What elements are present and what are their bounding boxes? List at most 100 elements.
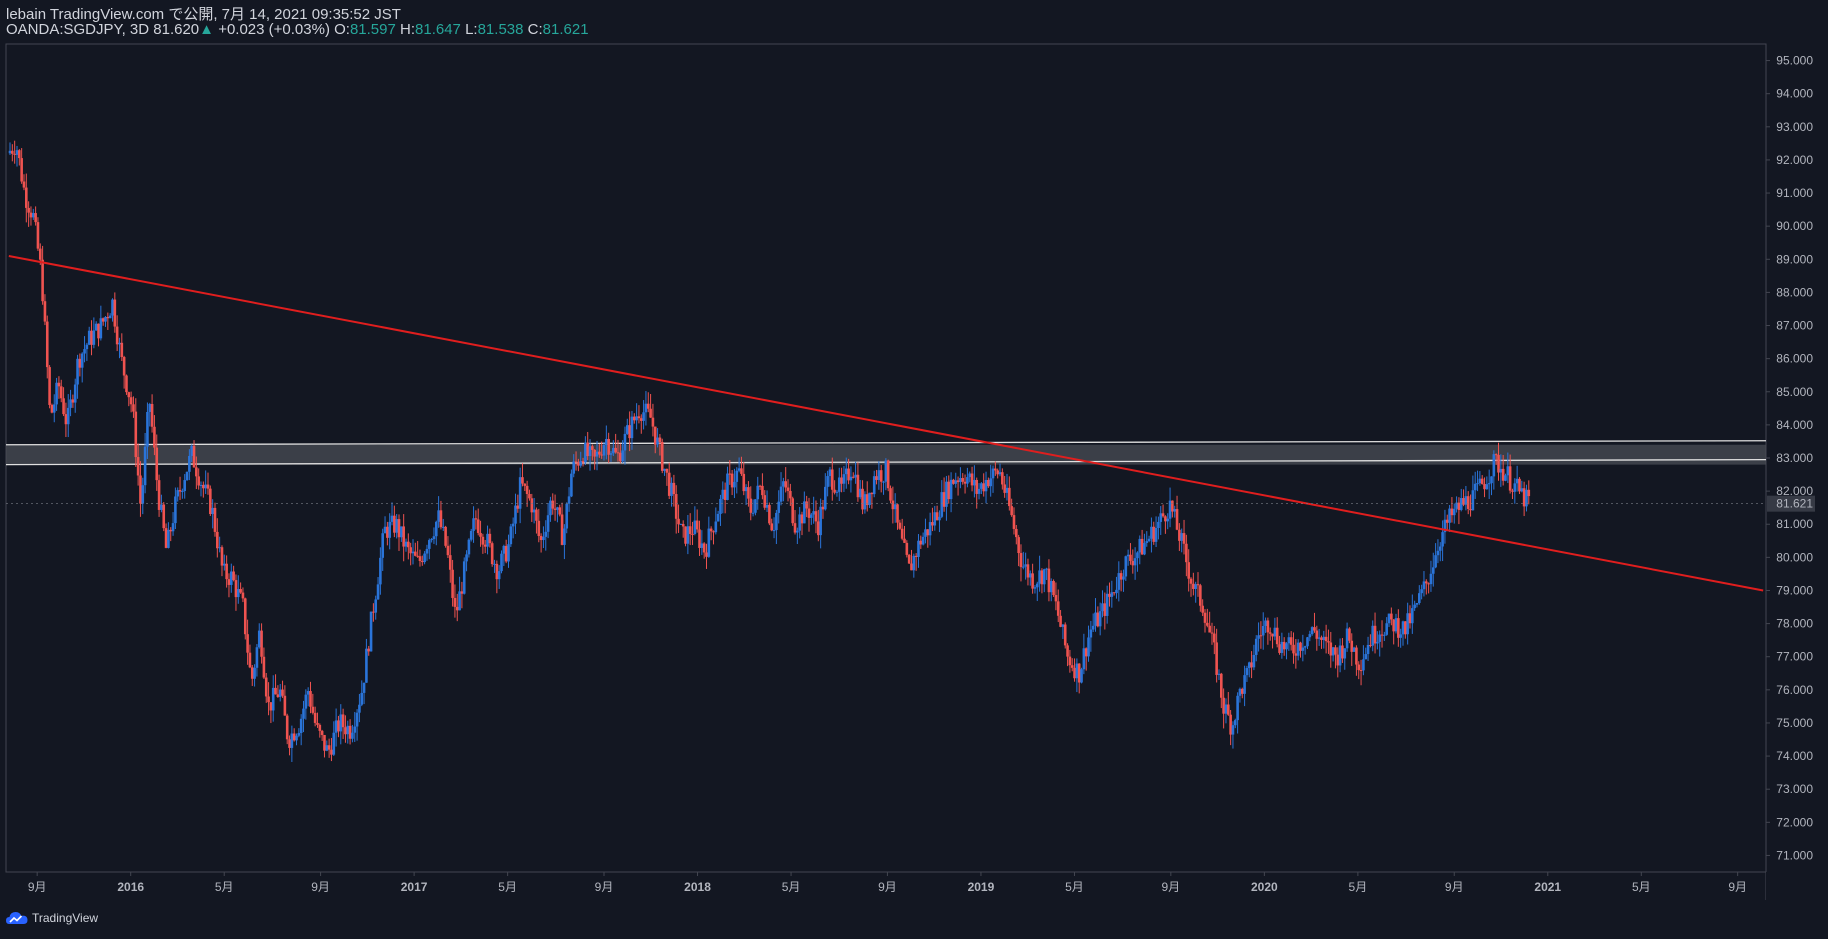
- candle: [952, 478, 955, 485]
- candle: [1094, 598, 1097, 632]
- candle: [1231, 721, 1235, 749]
- candle: [69, 389, 72, 417]
- candle-body: [125, 375, 128, 393]
- candle: [276, 685, 280, 698]
- candle-body: [188, 455, 191, 472]
- candle-body: [544, 531, 548, 537]
- candle-body: [837, 477, 841, 492]
- candle-body: [1296, 642, 1300, 656]
- candle: [302, 700, 305, 733]
- candle: [339, 704, 343, 745]
- time-axis[interactable]: 9月 2016 5月 9月 2017 5月 9月 2018 5月 9月 2019 5月 9月 2020 5月…: [28, 872, 1747, 894]
- candle-body: [886, 460, 890, 489]
- candle: [775, 509, 778, 545]
- candle-body: [192, 445, 196, 468]
- candle: [653, 426, 657, 454]
- candle-body: [78, 358, 82, 368]
- candle: [1115, 576, 1118, 599]
- candle: [1233, 718, 1237, 729]
- candle: [716, 510, 720, 522]
- candle-body: [1082, 648, 1086, 670]
- time-tick-label: 5月: [1065, 880, 1084, 894]
- candle: [1226, 692, 1230, 716]
- candle: [924, 518, 927, 544]
- candle-body: [1261, 626, 1265, 636]
- candle-body: [57, 382, 61, 387]
- candle-body: [686, 526, 690, 544]
- candle: [374, 595, 378, 620]
- candle: [1045, 567, 1048, 580]
- candle: [1140, 529, 1144, 555]
- candle-body: [402, 526, 405, 547]
- candle-body: [181, 491, 184, 493]
- candle: [584, 436, 587, 466]
- candle-body: [777, 501, 781, 513]
- candle-body: [190, 445, 193, 456]
- candle-body: [821, 506, 825, 510]
- candle-body: [1376, 641, 1379, 644]
- candle: [994, 461, 997, 476]
- candle-body: [579, 461, 583, 466]
- candle-body: [1501, 468, 1505, 481]
- high-value: 81.647: [415, 21, 461, 38]
- candle-body: [13, 153, 16, 155]
- candle: [947, 475, 951, 504]
- candle-body: [1077, 663, 1081, 683]
- candle: [1289, 631, 1293, 651]
- candle: [840, 467, 843, 493]
- candle: [826, 470, 829, 497]
- candle: [1455, 496, 1458, 513]
- candle-body: [1378, 634, 1382, 642]
- candle-body: [1005, 487, 1009, 493]
- candle-body: [542, 536, 545, 541]
- candle: [525, 480, 529, 507]
- candle-body: [216, 531, 219, 549]
- candle-body: [1222, 697, 1225, 714]
- price-tick-label: 74.000: [1776, 749, 1813, 763]
- candle-body: [737, 468, 741, 471]
- candle: [1075, 658, 1079, 693]
- candle-body: [1273, 627, 1277, 637]
- candle-body: [1150, 526, 1153, 539]
- candle: [497, 565, 501, 589]
- candle-body: [1194, 584, 1197, 589]
- price-axis[interactable]: 95.000 94.000 93.000 92.000 91.000 90.000 89.0…: [1766, 54, 1813, 863]
- candle-body: [76, 358, 79, 385]
- candle: [1273, 617, 1277, 641]
- candle: [1429, 560, 1433, 592]
- candle-body: [798, 514, 801, 531]
- candle-body: [1306, 637, 1309, 647]
- candle-body: [556, 507, 559, 510]
- candle: [625, 418, 629, 435]
- candle: [830, 457, 834, 501]
- candles-layer: [8, 140, 1531, 762]
- candle: [956, 476, 960, 496]
- candle-body: [807, 508, 811, 518]
- candle: [304, 689, 308, 720]
- candle: [211, 499, 214, 529]
- candle: [441, 518, 445, 531]
- tradingview-brand[interactable]: TradingView: [6, 910, 98, 926]
- candle: [907, 553, 911, 564]
- candle-body: [41, 259, 44, 302]
- candle: [372, 603, 375, 622]
- candle: [772, 517, 776, 539]
- candle-body: [665, 468, 669, 473]
- time-tick-label: 5月: [1632, 880, 1651, 894]
- price-tick-label: 84.000: [1776, 418, 1813, 432]
- candle: [234, 574, 238, 611]
- candle: [164, 523, 168, 549]
- candle-body: [155, 447, 159, 481]
- candle-body: [966, 477, 969, 484]
- candle: [108, 313, 112, 319]
- candle-body: [288, 739, 291, 748]
- candle-body: [1289, 637, 1293, 645]
- candle-body: [1275, 627, 1279, 645]
- candle-body: [1001, 472, 1004, 485]
- candle: [798, 506, 801, 539]
- candle-body: [1301, 647, 1305, 651]
- candle: [577, 458, 580, 472]
- time-tick-label: 2020: [1251, 880, 1278, 894]
- candle-body: [789, 490, 792, 499]
